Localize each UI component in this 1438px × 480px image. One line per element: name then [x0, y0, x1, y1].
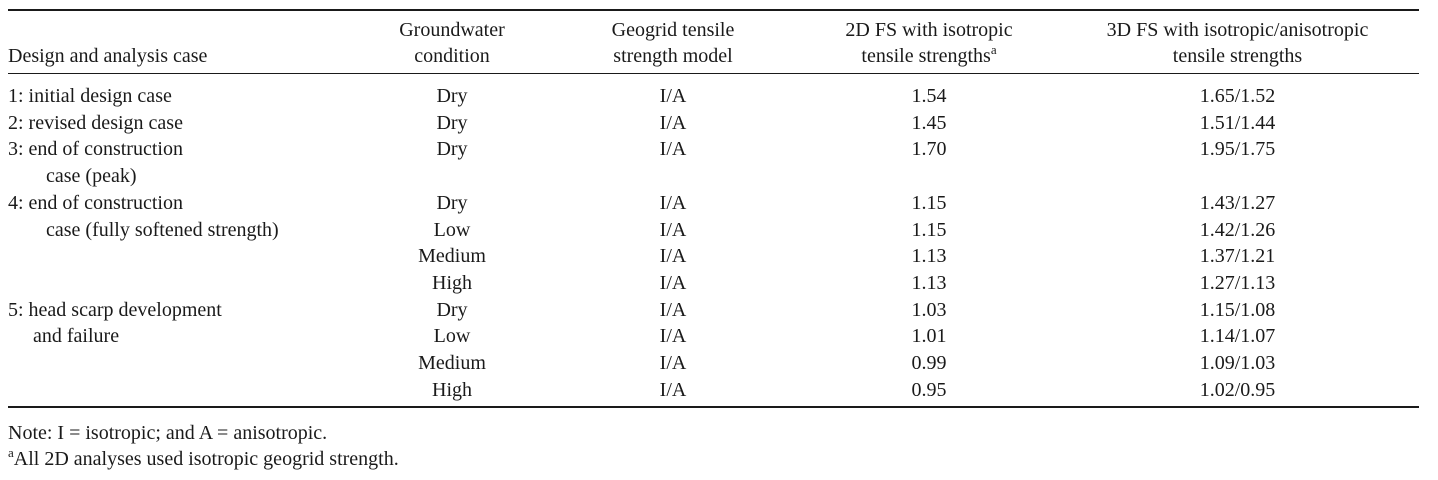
- table-row: 4: end of construction Dry I/A 1.15 1.43…: [8, 190, 1419, 217]
- cell-groundwater: Dry: [436, 138, 468, 161]
- cell-groundwater: Dry: [436, 111, 468, 134]
- header-groundwater: Groundwater condition: [399, 19, 505, 67]
- cell-fs3d: 1.14/1.07: [1199, 325, 1276, 348]
- cell-model: I/A: [659, 325, 687, 348]
- cell-fs3d: 1.51/1.44: [1199, 111, 1276, 134]
- cell-fs3d: 1.65/1.52: [1199, 85, 1276, 107]
- header-row: Design and analysis case Groundwater cond…: [8, 11, 1419, 74]
- cell-case: and failure: [8, 323, 360, 350]
- cell-groundwater: Dry: [436, 298, 468, 321]
- cell-case-cont: case (fully softened strength): [46, 218, 279, 241]
- table-top-rule: [8, 9, 1419, 11]
- cell-case: [8, 243, 360, 270]
- cell-case: [8, 350, 360, 377]
- cell-fs2d: 0.99: [911, 352, 947, 375]
- cell-groundwater: Dry: [436, 191, 468, 214]
- table-row: 1: initial design case Dry I/A 1.54 1.65…: [8, 74, 1419, 110]
- cell-case-line1: 3: end of construction: [8, 138, 183, 161]
- cell-case-line2: case (peak): [46, 165, 137, 188]
- cell-case: [8, 377, 360, 408]
- cell-case: 3: end of construction case (peak): [8, 136, 360, 189]
- cell-case: 1: initial design case: [8, 85, 172, 107]
- cell-model: I/A: [659, 218, 687, 241]
- footnote-mark: a: [990, 42, 997, 57]
- cell-case: 4: end of construction: [8, 191, 183, 214]
- cell-model: I/A: [659, 191, 687, 214]
- cell-fs2d: 1.13: [911, 245, 947, 268]
- cell-model: I/A: [659, 111, 687, 134]
- cell-fs2d: 1.01: [911, 325, 947, 348]
- table-row: High I/A 1.13 1.27/1.13: [8, 270, 1419, 297]
- table-notes: Note: I = isotropic; and A = anisotropic…: [8, 420, 399, 472]
- cell-model: I/A: [659, 138, 687, 161]
- cell-model: I/A: [659, 298, 687, 321]
- cell-fs3d: 1.95/1.75: [1199, 138, 1276, 161]
- cell-fs3d: 1.27/1.13: [1199, 271, 1276, 294]
- cell-fs3d: 1.15/1.08: [1199, 298, 1276, 321]
- header-2d-fs: 2D FS with isotropic tensile strengthsa: [845, 19, 1013, 67]
- table-row: Medium I/A 1.13 1.37/1.21: [8, 243, 1419, 270]
- cell-fs3d: 1.43/1.27: [1199, 191, 1276, 214]
- cell-model: I/A: [659, 378, 687, 401]
- table-row: case (fully softened strength) Low I/A 1…: [8, 217, 1419, 244]
- footnote-a-mark: a: [8, 445, 14, 460]
- footnote-a-text: All 2D analyses used isotropic geogrid s…: [13, 448, 399, 470]
- header-case: Design and analysis case: [8, 45, 208, 67]
- table-row: 3: end of construction case (peak) Dry I…: [8, 136, 1419, 189]
- cell-fs3d: 1.42/1.26: [1199, 218, 1276, 241]
- cell-case: 5: head scarp development: [8, 298, 222, 321]
- cell-groundwater: Dry: [436, 85, 468, 107]
- cell-case: 2: revised design case: [8, 111, 183, 134]
- table-row: 2: revised design case Dry I/A 1.45 1.51…: [8, 110, 1419, 137]
- cell-fs2d: 1.54: [911, 85, 947, 107]
- cell-case: [8, 270, 360, 297]
- header-geogrid-model: Geogrid tensile strength model: [611, 19, 735, 67]
- cell-fs3d: 1.02/0.95: [1199, 378, 1276, 401]
- cell-fs2d: 1.70: [911, 138, 947, 161]
- cell-model: I/A: [659, 85, 687, 107]
- cell-groundwater: High: [432, 271, 472, 294]
- table-row: 5: head scarp development Dry I/A 1.03 1…: [8, 297, 1419, 324]
- table-row: and failure Low I/A 1.01 1.14/1.07: [8, 323, 1419, 350]
- cell-case-cont: and failure: [33, 325, 120, 348]
- cell-fs2d: 0.95: [911, 378, 947, 401]
- cell-fs2d: 1.13: [911, 271, 947, 294]
- cell-fs2d: 1.45: [911, 111, 947, 134]
- cell-case: case (fully softened strength): [8, 217, 360, 244]
- cell-fs2d: 1.15: [911, 218, 947, 241]
- cell-model: I/A: [659, 271, 687, 294]
- table-row: Medium I/A 0.99 1.09/1.03: [8, 350, 1419, 377]
- footnote-a: aAll 2D analyses used isotropic geogrid …: [8, 446, 399, 472]
- cell-fs3d: 1.09/1.03: [1199, 352, 1276, 375]
- cell-groundwater: Medium: [418, 245, 486, 268]
- results-table: Design and analysis case Groundwater cond…: [8, 11, 1419, 408]
- table-row: High I/A 0.95 1.02/0.95: [8, 377, 1419, 408]
- cell-model: I/A: [659, 245, 687, 268]
- note-abbreviations: Note: I = isotropic; and A = anisotropic…: [8, 422, 328, 444]
- header-3d-fs: 3D FS with isotropic/anisotropic tensile …: [1106, 19, 1369, 67]
- cell-groundwater: Low: [433, 218, 471, 241]
- cell-groundwater: Medium: [418, 352, 486, 375]
- cell-groundwater: Low: [433, 325, 471, 348]
- cell-groundwater: High: [432, 378, 472, 401]
- cell-fs2d: 1.15: [911, 191, 947, 214]
- cell-fs3d: 1.37/1.21: [1199, 245, 1276, 268]
- cell-fs2d: 1.03: [911, 298, 947, 321]
- cell-model: I/A: [659, 352, 687, 375]
